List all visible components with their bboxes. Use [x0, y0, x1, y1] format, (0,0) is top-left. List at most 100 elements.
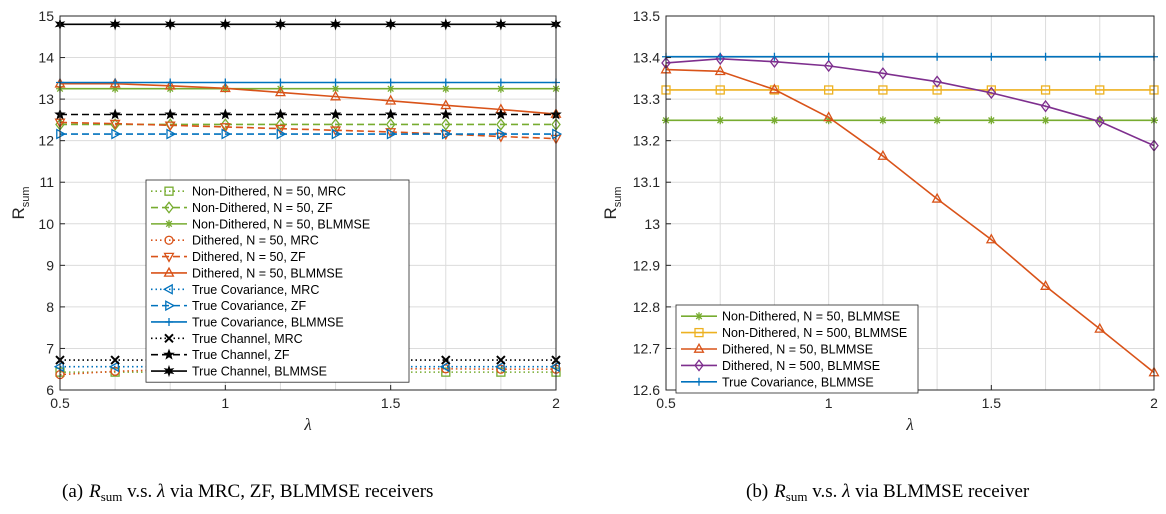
- chart-1-y-axis-label-main: R: [601, 207, 620, 219]
- chart-1-series-0-point-1: [716, 116, 725, 125]
- chart-1-caption-prefix: (b): [746, 481, 768, 502]
- chart-0-caption-var: R: [88, 481, 101, 502]
- chart-0-series-5-point-4: [274, 86, 286, 97]
- chart-1-ytick-label-7: 13.3: [633, 91, 660, 107]
- chart-0-ytick-label-7: 13: [38, 91, 54, 107]
- chart-0-y-axis-label-main: R: [9, 207, 28, 219]
- chart-0-legend-label-0: Non-Dithered, N = 50, MRC: [192, 185, 346, 199]
- chart-0-y-axis-label: Rsum: [9, 186, 32, 219]
- chart-0-series-11-point-6: [385, 18, 396, 31]
- chart-0-series-7-point-0: [56, 128, 67, 140]
- chart-0-series-7-point-2: [166, 128, 177, 140]
- chart-1-series-4-point-7: [1041, 52, 1050, 61]
- chart-0-series-5-point-5: [330, 90, 342, 101]
- chart-0-series-10-point-7: [440, 108, 452, 120]
- chart-1-legend: Non-Dithered, N = 50, BLMMSE Non-Dithered…: [675, 304, 919, 394]
- chart-0-series-1-point-4: [275, 118, 286, 131]
- chart-0-caption-lambda: λ: [156, 481, 165, 502]
- chart-0-series-11-point-2: [164, 18, 176, 31]
- chart-1-legend-label-1: Non-Dithered, N = 500, BLMMSE: [722, 326, 907, 340]
- chart-1-ytick-label-9: 13.5: [633, 8, 660, 24]
- chart-0-legend-box: [145, 179, 410, 383]
- chart-1-series-1-point-7: [1040, 85, 1051, 95]
- chart-1-series-2-point-4: [877, 149, 889, 160]
- chart-0-series-10-point-8: [495, 108, 507, 120]
- chart-1-xtick-label-2: 1.5: [982, 395, 1002, 411]
- chart-1-y-axis-label-sub: sum: [612, 186, 624, 207]
- chart-1-ytick-label-3: 12.9: [633, 257, 660, 273]
- chart-0-legend-label-11: True Channel, BLMMSE: [192, 365, 327, 379]
- chart-0-legend-label-7: True Covariance, ZF: [192, 299, 307, 313]
- chart-1-legend-marker-3: [694, 359, 704, 372]
- chart-0-series-8-point-2: [166, 78, 175, 87]
- chart-0-legend-item-1: Non-Dithered, N = 50, ZF: [151, 201, 333, 215]
- chart-1-legend-item-0: Non-Dithered, N = 50, BLMMSE: [681, 310, 900, 324]
- chart-1-series-4: [662, 52, 1158, 61]
- chart-0-legend-marker-0: [164, 186, 174, 196]
- chart-0-series-2-point-8: [496, 84, 505, 93]
- chart-1-series-3-line: [665, 57, 1155, 147]
- chart-1-series-3-point-4: [878, 67, 888, 80]
- chart-0-xtick-label-1: 1: [221, 395, 229, 411]
- chart-0-series-5-line: [60, 82, 557, 115]
- chart-0-ytick-label-0: 6: [46, 382, 54, 398]
- chart-0-caption-mid: v.s.: [122, 481, 157, 502]
- chart-1-series-0-point-7: [1041, 116, 1050, 125]
- chart-1-series-2-point-5: [931, 192, 943, 203]
- chart-0-series-7-point-9: [552, 128, 563, 140]
- chart-0-legend-label-2: Non-Dithered, N = 50, BLMMSE: [192, 217, 370, 231]
- chart-0-legend-marker-9: [164, 333, 174, 344]
- chart-0-xtick-label-3: 2: [552, 395, 560, 411]
- chart-0-legend-item-7: True Covariance, ZF: [151, 299, 307, 313]
- chart-0-legend-marker-2: [165, 219, 173, 228]
- chart-0-series-10-point-6: [384, 108, 397, 120]
- chart-0-series-5-point-3: [219, 82, 231, 93]
- chart-0-series-5-point-2: [164, 79, 176, 90]
- chart-1-caption-var: R: [773, 481, 786, 502]
- chart-1-legend-marker-2: [693, 342, 705, 353]
- chart-1-legend-item-2: Dithered, N = 50, BLMMSE: [681, 343, 873, 357]
- chart-1-series-2-point-8: [1094, 322, 1106, 333]
- chart-0-legend: Non-Dithered, N = 50, MRC Non-Dithered, N…: [145, 179, 410, 383]
- chart-1-series-4-point-8: [1095, 52, 1104, 61]
- chart-0-y-axis-label-sub: sum: [20, 186, 32, 207]
- chart-0-legend-item-11: True Channel, BLMMSE: [151, 365, 327, 379]
- chart-1-caption-mid: v.s.: [807, 481, 842, 502]
- chart-0-legend-marker-3: [164, 235, 174, 245]
- chart-1-series-2-point-7: [1040, 279, 1052, 290]
- chart-0-legend-label-4: Dithered, N = 50, ZF: [192, 250, 306, 264]
- chart-1-ytick-label-8: 13.4: [633, 50, 660, 66]
- chart-0-series-2-point-7: [441, 84, 450, 93]
- chart-1-series-4-point-4: [878, 52, 887, 61]
- chart-1-ytick-label-1: 12.7: [633, 340, 660, 356]
- chart-0-series-4-point-5: [330, 126, 342, 137]
- chart-0-series-9-point-7: [441, 355, 451, 365]
- chart-1-series-0-point-5: [933, 116, 942, 125]
- chart-0-series-10-point-3: [219, 108, 232, 120]
- chart-0-ytick-label-8: 14: [38, 50, 54, 66]
- chart-0-series-1-point-7: [440, 118, 451, 131]
- chart-0-series-11-point-1: [109, 18, 121, 31]
- chart-1-legend-marker-0: [695, 312, 703, 321]
- chart-1-x-axis-label: λ: [905, 415, 913, 434]
- chart-1-ytick-label-0: 12.6: [633, 382, 660, 398]
- chart-0-series-7-point-4: [276, 128, 287, 140]
- chart-1-series-3-point-2: [769, 55, 780, 68]
- chart-0-series-9-point-1: [110, 355, 120, 365]
- chart-1-series-2-point-6: [985, 233, 997, 244]
- chart-1-series-4-point-2: [770, 52, 779, 61]
- chart-0-series-11-point-7: [440, 18, 452, 31]
- chart-1-series-1-point-6: [986, 85, 996, 95]
- chart-1-ticks: 0.5 1 1.5 2 12.6 12.7 12.8 12.9 13 13.1 13.2 13.3 13…: [633, 8, 1158, 411]
- chart-1-series-3-point-7: [1040, 99, 1051, 113]
- chart-0-ytick-label-1: 7: [46, 340, 54, 356]
- chart-0-series-8-point-5: [331, 78, 340, 87]
- chart-0-series-1-point-3: [220, 118, 231, 131]
- chart-0-series-11-point-5: [330, 18, 341, 31]
- chart-0-series-7-point-6: [386, 128, 397, 140]
- chart-0-series-9-point-8: [496, 355, 506, 365]
- chart-0-x-axis-label: λ: [303, 415, 311, 434]
- chart-1-series-2-line: [665, 68, 1155, 374]
- chart-0-ytick-label-3: 9: [46, 257, 54, 273]
